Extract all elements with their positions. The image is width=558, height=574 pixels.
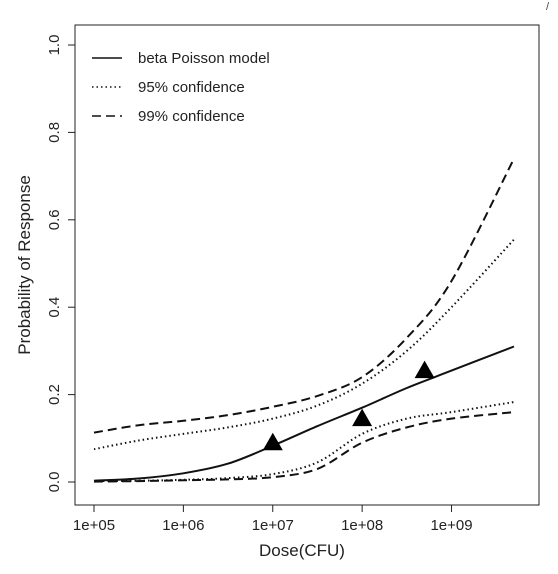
x-axis: 1e+05 1e+06 1e+07 1e+08 1e+09 <box>73 505 473 534</box>
y-axis-title: Probability of Response <box>15 175 34 355</box>
observation-triangle <box>414 360 435 379</box>
series-95-confidence-lower <box>93 401 515 483</box>
y-tick-label: 0.0 <box>46 472 63 493</box>
x-axis-title: Dose(CFU) <box>259 541 345 560</box>
observation-triangle <box>352 408 373 427</box>
x-tick-label: 1e+08 <box>341 517 383 534</box>
y-tick-label: 0.2 <box>46 384 63 405</box>
legend-label: beta Poisson model <box>138 50 270 67</box>
y-tick-label: 0.8 <box>46 122 63 143</box>
y-axis: 0.0 0.2 0.4 0.6 0.8 1.0 <box>46 35 75 493</box>
corner-mark: / <box>546 1 550 13</box>
series-99-confidence-lower <box>93 411 515 483</box>
y-tick-label: 0.4 <box>46 297 63 318</box>
x-tick-label: 1e+07 <box>252 517 294 534</box>
series-99-confidence <box>93 158 515 434</box>
series-layer <box>93 158 515 483</box>
x-tick-label: 1e+05 <box>73 517 115 534</box>
observation-markers <box>262 360 435 451</box>
legend-label: 95% confidence <box>138 79 245 96</box>
x-tick-label: 1e+06 <box>162 517 204 534</box>
legend-label: 99% confidence <box>138 108 245 125</box>
x-tick-label: 1e+09 <box>430 517 472 534</box>
y-tick-label: 1.0 <box>46 35 63 56</box>
plot-frame <box>74 24 540 506</box>
legend: beta Poisson model 95% confidence 99% conf… <box>92 50 270 125</box>
y-tick-label: 0.6 <box>46 209 63 230</box>
observation-triangle <box>262 432 283 451</box>
series-beta-poisson-model <box>93 345 515 482</box>
